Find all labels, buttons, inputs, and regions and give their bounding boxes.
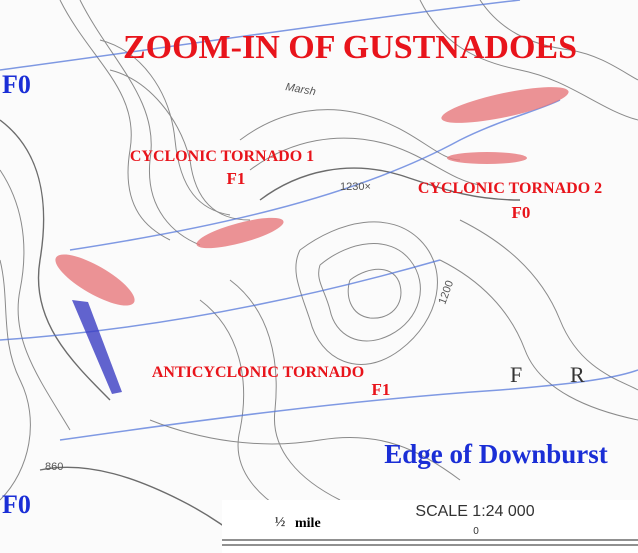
scale-zero: 0: [473, 526, 479, 537]
map-label: R: [570, 362, 585, 387]
map-title: ZOOM-IN OF GUSTNADOES: [123, 29, 577, 66]
scale-unit: mile: [295, 516, 321, 531]
swath-cyclonic-1: [196, 217, 284, 249]
scale-ratio: SCALE 1:24 000: [415, 503, 534, 520]
tornado-rating: F0: [512, 203, 531, 222]
blue-pencil-lines: [0, 0, 638, 441]
swath-cyclonic-2: [441, 87, 569, 123]
tornado-name: CYCLONIC TORNADO 2: [418, 180, 602, 197]
scale-panel: [222, 500, 638, 553]
tornado-rating: F1: [227, 169, 246, 188]
map-label: Marsh: [284, 81, 316, 98]
scale-fraction: ½: [275, 515, 286, 530]
corner-rating: F0: [2, 490, 31, 519]
tornado-name: ANTICYCLONIC TORNADO: [152, 364, 364, 381]
corner-rating: F0: [2, 70, 31, 99]
anticyclonic-path: [72, 300, 122, 394]
map-label: 860: [45, 461, 63, 473]
tornado-name: CYCLONIC TORNADO 1: [130, 148, 314, 165]
swath-anticyclonic: [55, 254, 135, 306]
swath-cyclonic-2b: [447, 152, 527, 164]
map-label: F: [510, 362, 522, 387]
scale-bar: ½ mile SCALE 1:24 000 0: [222, 500, 638, 553]
downburst-label: Edge of Downburst: [384, 439, 608, 469]
map-label: 1230×: [340, 181, 371, 193]
tornado-rating: F1: [372, 380, 391, 399]
damage-swaths: [55, 87, 569, 394]
